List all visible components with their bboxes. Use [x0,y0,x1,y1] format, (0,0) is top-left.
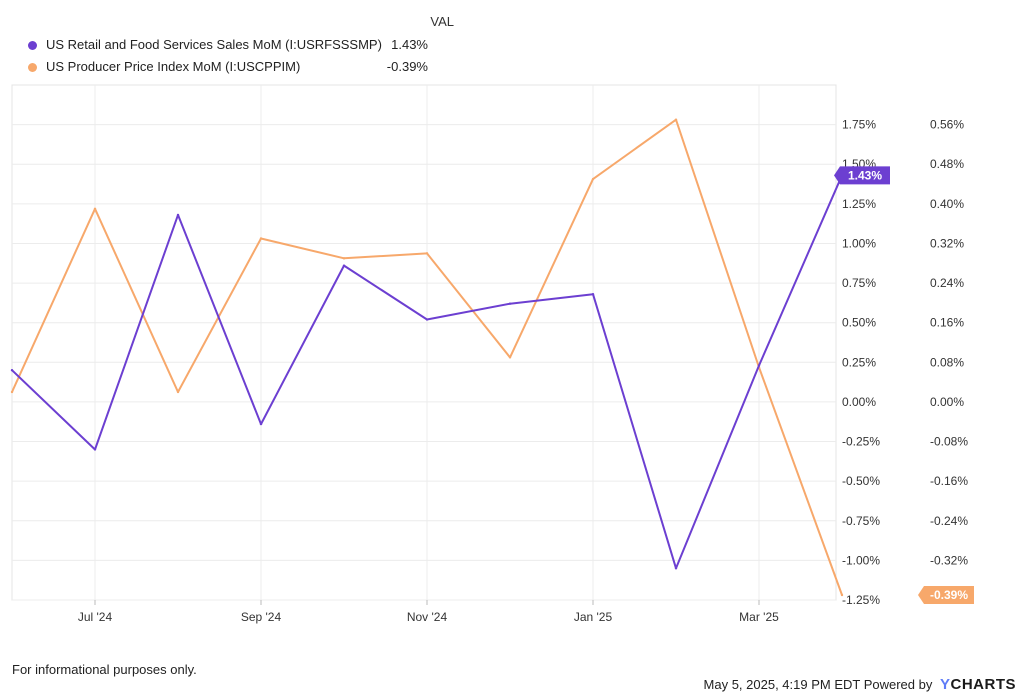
ycharts-logo[interactable]: YCHARTS [939,676,1016,693]
legend-series-value: -0.39% [386,59,428,74]
right-axis-tick-label: -0.08% [930,435,968,449]
last-value-badge-ppi [918,586,974,605]
data-point-retail-sales [674,567,678,570]
data-point-retail-sales [342,264,346,267]
footer-attribution: May 5, 2025, 4:19 PM EDT Powered by YCHA… [704,676,1016,693]
left-axis-tick-label: -0.25% [842,435,880,449]
data-point-retail-sales [591,292,595,296]
data-point-producer-price-index [93,207,97,210]
legend-value-header: VAL [430,14,454,29]
right-axis-tick-label: -0.32% [930,553,968,567]
data-point-producer-price-index [176,390,180,394]
right-axis-tick-label: -0.24% [930,514,968,528]
left-axis-tick-label: -1.25% [842,593,880,607]
right-axis-tick-label: 0.00% [930,395,964,409]
data-point-producer-price-index [674,118,678,121]
data-point-retail-sales [10,369,14,372]
data-point-producer-price-index [342,257,346,260]
data-point-retail-sales [93,448,97,451]
data-point-producer-price-index [840,593,844,597]
x-axis-tick-label: Nov '24 [407,610,448,624]
left-axis-tick-label: 0.75% [842,276,876,290]
data-point-retail-sales [757,364,761,367]
data-point-producer-price-index [591,177,595,181]
left-axis-tick-label: -0.75% [842,514,880,528]
x-axis-tick-label: Sep '24 [241,610,282,624]
left-axis-tick-label: -1.00% [842,553,880,567]
last-value-label-retail: 1.43% [848,168,882,182]
right-axis-tick-label: 0.40% [930,197,964,211]
right-axis-tick-label: 0.16% [930,316,964,330]
data-point-producer-price-index [425,252,429,255]
left-axis-tick-label: 1.75% [842,118,876,132]
legend-dot-icon [28,63,37,72]
left-axis-tick-label: -0.50% [842,474,880,488]
right-axis-tick-label: 0.32% [930,236,964,250]
x-axis-tick-label: Jan '25 [574,610,613,624]
data-point-retail-sales [508,302,512,305]
left-axis-tick-label: 0.00% [842,395,876,409]
data-point-retail-sales [259,422,263,426]
left-axis-tick-label: 1.00% [842,236,876,250]
right-axis-tick-label: 0.24% [930,276,964,290]
data-point-retail-sales [176,213,180,217]
legend-series-name: US Retail and Food Services Sales MoM (I… [46,37,382,52]
right-axis-tick-label: 0.48% [930,157,964,171]
legend-dot-icon [28,41,37,50]
right-axis-tick-label: 0.08% [930,355,964,369]
left-axis-tick-label: 0.25% [842,355,876,369]
legend-series-value: 1.43% [391,37,428,52]
last-value-label-ppi: -0.39% [930,588,968,602]
x-axis-tick-label: Mar '25 [739,610,779,624]
right-axis-tick-label: 0.56% [930,118,964,132]
data-point-producer-price-index [10,390,14,394]
data-point-producer-price-index [259,237,263,240]
disclaimer: For informational purposes only. [12,662,197,677]
timestamp: May 5, 2025, 4:19 PM EDT Powered by [703,677,933,692]
plot-area [11,84,837,601]
right-axis-tick-label: -0.16% [930,474,968,488]
legend-series-name: US Producer Price Index MoM (I:USCPPIM) [46,59,301,74]
data-point-producer-price-index [508,356,512,359]
data-point-retail-sales [425,318,429,321]
last-value-badge-retail [834,166,890,185]
left-axis-tick-label: 1.25% [842,197,876,211]
x-axis-tick-label: Jul '24 [78,610,113,624]
left-axis-tick-label: 0.50% [842,316,876,330]
